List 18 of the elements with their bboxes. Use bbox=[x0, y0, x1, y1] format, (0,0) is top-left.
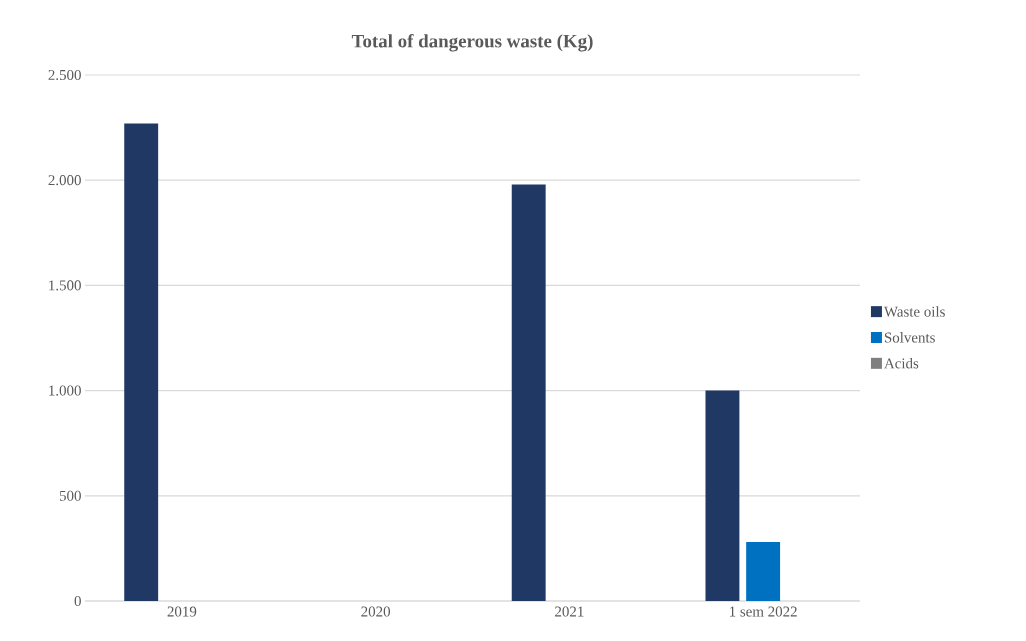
legend-label: Solvents bbox=[884, 332, 935, 343]
y-tick-label: 0 bbox=[74, 595, 81, 607]
bar bbox=[705, 390, 740, 601]
chart-title: Total of dangerous waste (Kg) bbox=[351, 33, 593, 52]
y-tick-label: 2.000 bbox=[48, 175, 81, 186]
y-tick-label: 1.000 bbox=[49, 385, 81, 396]
bar bbox=[746, 542, 781, 601]
y-tick-label: 500 bbox=[59, 490, 81, 501]
legend-label: Waste oils bbox=[883, 306, 945, 317]
bar bbox=[124, 123, 159, 601]
x-tick-label: 1 sem 2022 bbox=[730, 606, 797, 617]
x-tick-label: 2019 bbox=[167, 606, 197, 617]
bar bbox=[511, 184, 546, 601]
y-tick-label: 2.500 bbox=[48, 69, 81, 81]
x-tick-label: 2020 bbox=[361, 606, 391, 617]
x-tick-label: 2021 bbox=[555, 606, 584, 617]
y-tick-label: 1.500 bbox=[49, 280, 81, 291]
legend-label: Acids bbox=[884, 357, 919, 369]
